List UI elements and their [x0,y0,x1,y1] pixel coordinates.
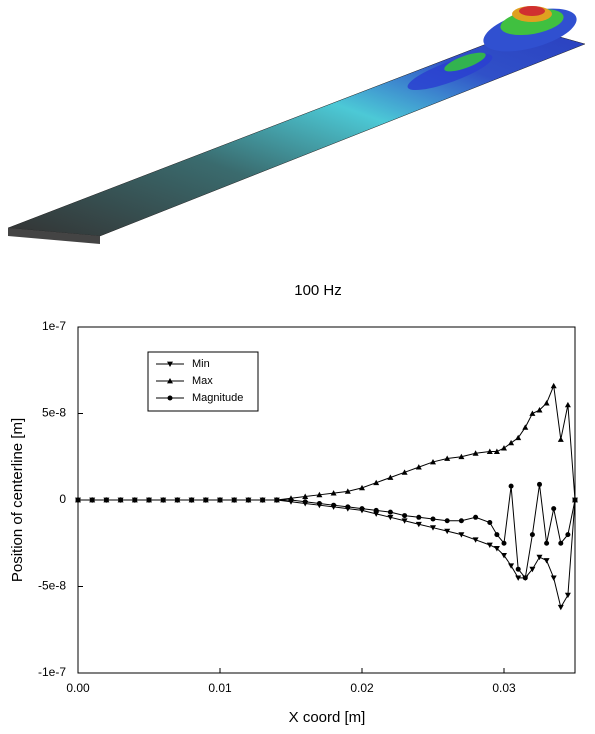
data-point [509,484,514,489]
data-point [90,498,95,503]
data-point [459,518,464,523]
x-tick-label: 0.03 [492,681,516,695]
data-point [529,411,535,416]
data-point [289,498,294,503]
data-point [508,563,514,568]
data-point [551,383,557,388]
beam-render [8,0,585,244]
render-caption: 100 Hz [294,282,342,299]
x-tick-label: 0.02 [350,681,374,695]
data-point [374,508,379,513]
data-point [530,532,535,537]
y-axis-label: Position of centerline [m] [9,418,26,582]
data-point [76,498,81,503]
data-point [331,503,336,508]
data-point [161,498,166,503]
data-point [487,520,492,525]
series-line [78,500,575,607]
legend-label: Min [192,358,210,370]
data-point [558,541,563,546]
data-point [508,440,514,445]
data-point [551,506,556,511]
data-point [118,498,123,503]
data-point [388,510,393,515]
x-tick-label: 0.01 [208,681,232,695]
data-point [523,575,528,580]
data-point [551,575,557,580]
data-point [360,506,365,511]
data-point [473,515,478,520]
x-axis-label: X coord [m] [289,709,366,726]
data-point [345,504,350,509]
data-point [565,532,570,537]
data-point [317,501,322,506]
data-point [402,513,407,518]
y-tick-label: -1e-7 [38,665,66,679]
data-point [537,555,543,560]
data-point [445,518,450,523]
y-tick-label: 5e-8 [42,406,66,420]
data-point [132,498,137,503]
data-point [260,498,265,503]
x-tick-label: 0.00 [66,681,90,695]
y-tick-label: 0 [59,492,66,506]
data-point [494,532,499,537]
data-point [501,445,507,450]
data-point [274,498,279,503]
data-point [544,541,549,546]
data-point [522,424,528,429]
data-point [416,515,421,520]
data-point [537,482,542,487]
data-point [573,498,578,503]
data-point [189,498,194,503]
data-point [487,543,493,548]
data-point [175,498,180,503]
data-point [558,605,564,610]
legend-label: Magnitude [192,392,243,404]
figure: 100 Hz X coord [m] Position of centerlin… [0,0,595,734]
data-point [147,498,152,503]
data-point [502,541,507,546]
legend-marker [168,396,173,401]
y-tick-label: 1e-7 [42,319,66,333]
data-point [565,402,571,407]
data-point [558,436,564,441]
y-tick-label: -5e-8 [38,579,66,593]
data-point [516,567,521,572]
data-point [218,498,223,503]
data-point [544,400,550,405]
data-point [565,593,571,598]
legend-label: Max [192,375,213,387]
data-point [246,498,251,503]
data-point [203,498,208,503]
data-point [544,558,550,563]
data-point [431,517,436,522]
data-point [303,499,308,504]
data-point [232,498,237,503]
data-point [104,498,109,503]
series-line [78,484,575,577]
